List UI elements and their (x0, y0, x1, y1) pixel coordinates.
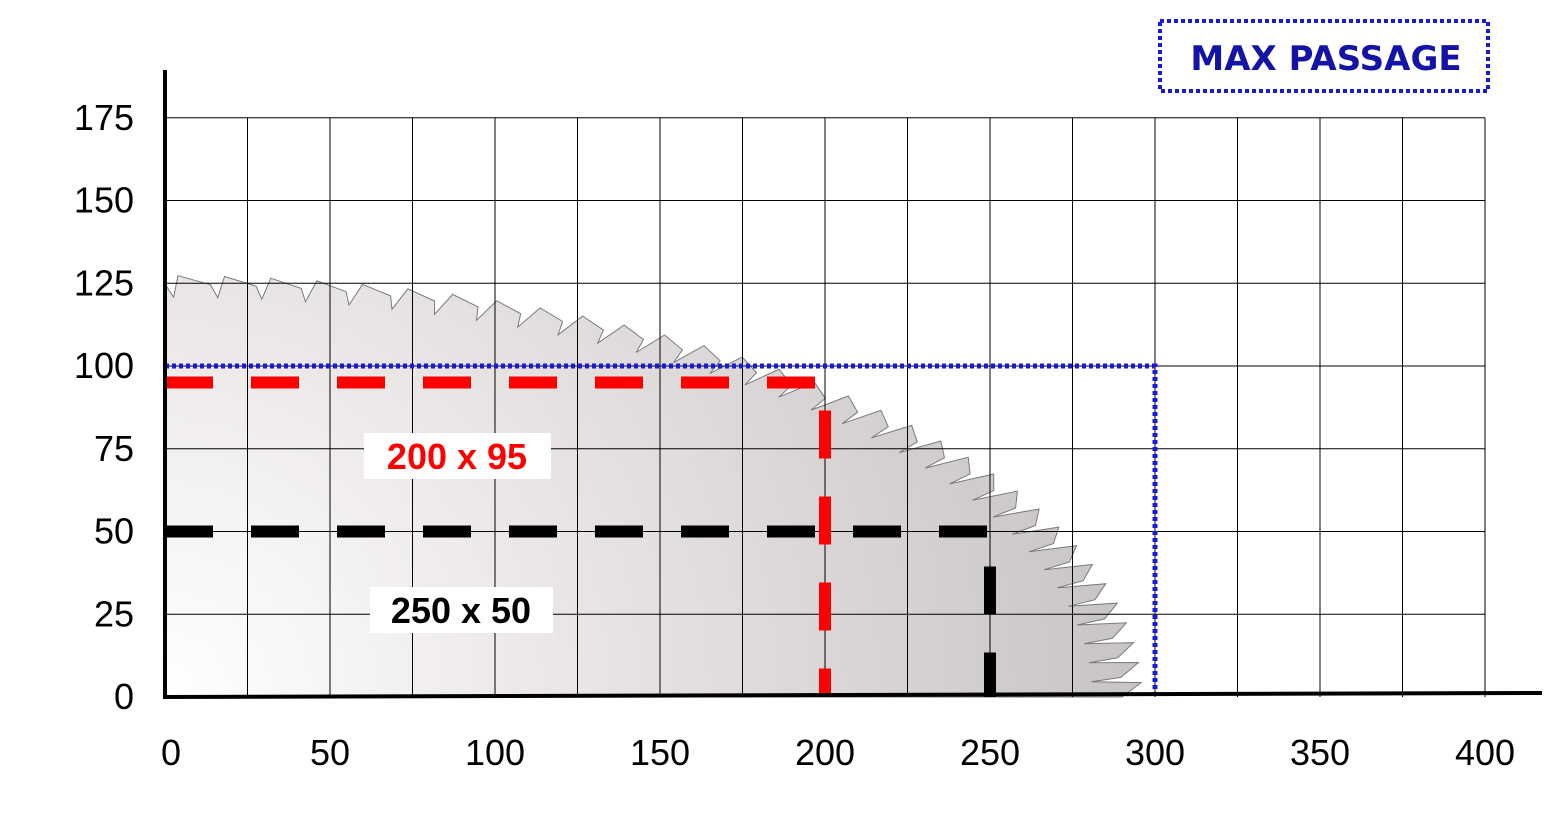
max-passage-label: MAX PASSAGE (1190, 39, 1461, 79)
y-tick-label: 125 (74, 262, 134, 303)
x-tick-label: 300 (1125, 732, 1185, 773)
tick-labels: 0 50 100 150 200 250 300 350 400 0 25 50 75 100 125 150… (74, 97, 1515, 773)
y-tick-label: 100 (74, 345, 134, 386)
cut-label-red: 200 x 95 (387, 436, 527, 477)
x-tick-label: 200 (795, 732, 855, 773)
axes (162, 70, 1543, 699)
x-tick-label: 0 (161, 732, 181, 773)
cut-marks (165, 363, 1158, 697)
max-passage-outline (165, 363, 1158, 697)
y-tick-label: 0 (114, 676, 134, 717)
x-tick-label: 100 (465, 732, 525, 773)
y-tick-label: 150 (74, 180, 134, 221)
y-tick-label: 75 (94, 428, 134, 469)
cut-box-outline-1 (165, 376, 831, 697)
y-tick-label: 50 (94, 511, 134, 552)
x-tick-label: 250 (960, 732, 1020, 773)
saw-blade (164, 275, 1143, 698)
cut-box-outline-2 (165, 525, 996, 697)
x-tick-label: 350 (1290, 732, 1350, 773)
x-tick-label: 50 (310, 732, 350, 773)
x-tick-label: 400 (1455, 732, 1515, 773)
cut-label-black: 250 x 50 (391, 590, 531, 631)
max-passage-legend: MAX PASSAGE (1158, 19, 1490, 93)
y-tick-label: 25 (94, 593, 134, 634)
x-axis (162, 691, 1543, 699)
label-250x50: 250 x 50 (370, 587, 553, 633)
x-tick-label: 150 (630, 732, 690, 773)
y-tick-label: 175 (74, 97, 134, 138)
label-200x95: 200 x 95 (364, 433, 551, 479)
